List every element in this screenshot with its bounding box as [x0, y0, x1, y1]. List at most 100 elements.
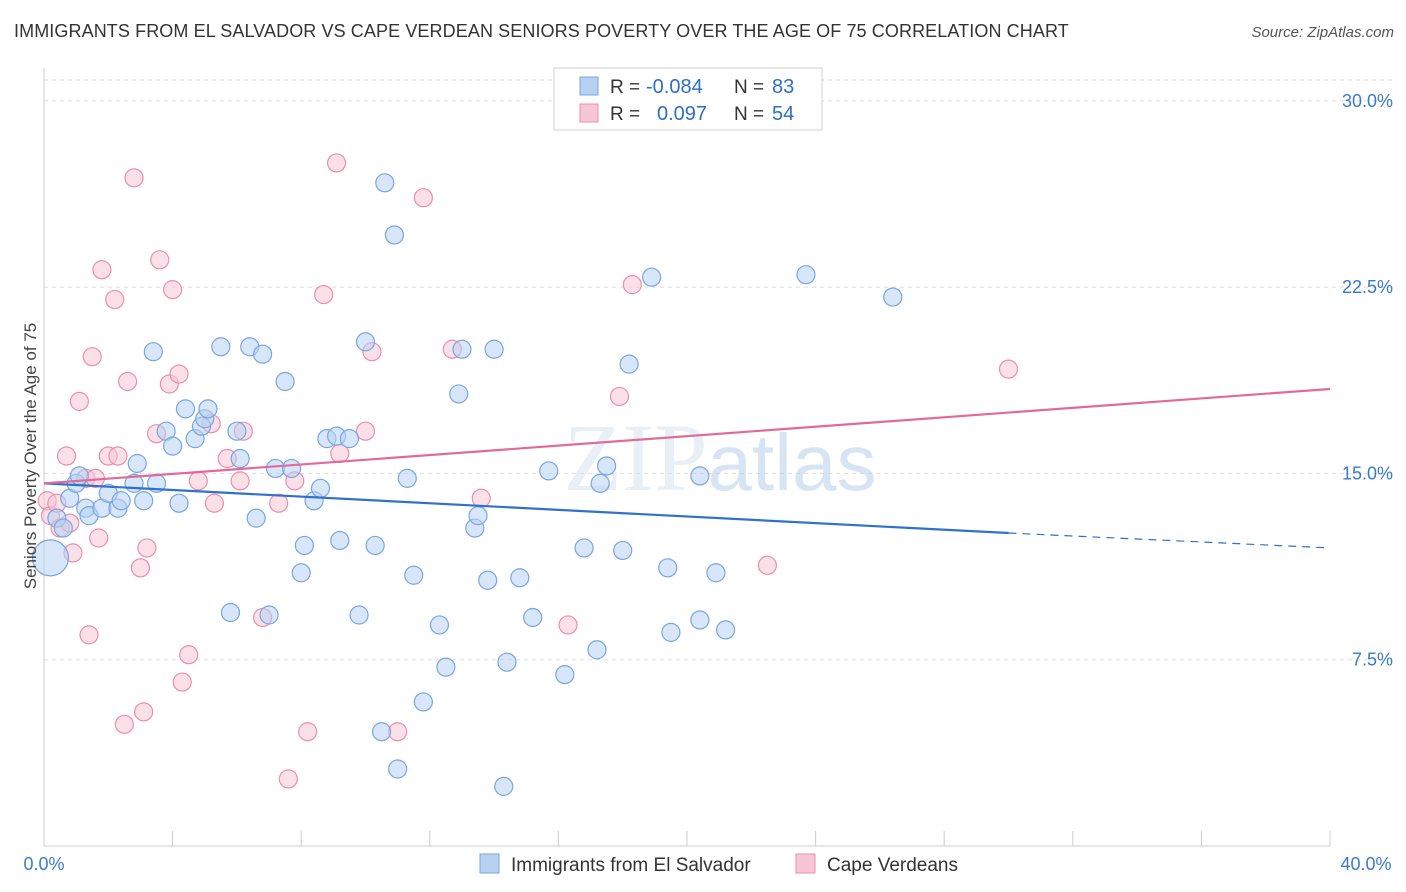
data-point — [558, 615, 578, 635]
data-point — [384, 225, 405, 245]
data-point — [429, 615, 450, 635]
data-point — [269, 493, 289, 513]
data-point — [294, 535, 315, 556]
data-point — [259, 605, 279, 625]
legend-r-value-1: -0.084 — [646, 76, 703, 98]
data-point — [523, 607, 543, 628]
data-point — [388, 722, 408, 742]
data-point — [413, 188, 433, 208]
data-point — [275, 371, 295, 392]
x-tick-marks — [43, 831, 1331, 846]
y-tick-label: 7.5% — [1352, 650, 1393, 670]
data-point — [413, 692, 433, 712]
data-point — [349, 605, 369, 625]
data-point — [757, 555, 777, 575]
data-point — [371, 722, 392, 742]
data-point — [230, 471, 250, 491]
data-point — [478, 570, 498, 590]
legend-n-label-1: N = — [734, 77, 764, 98]
legend-swatch-pink — [579, 103, 599, 123]
y-tick-label: 30.0% — [1342, 91, 1393, 111]
data-point — [175, 399, 196, 419]
y-tick-label: 22.5% — [1342, 277, 1393, 297]
data-point — [117, 371, 138, 392]
data-point — [92, 260, 112, 280]
data-point — [555, 665, 575, 685]
chart-title: IMMIGRANTS FROM EL SALVADOR VS CAPE VERD… — [14, 21, 1069, 41]
data-point — [89, 528, 109, 548]
watermark-zip: ZIP — [564, 404, 708, 511]
data-point — [127, 453, 147, 474]
data-point — [134, 491, 154, 511]
legend-n-label-2: N = — [734, 104, 764, 125]
data-point — [609, 386, 630, 407]
data-point — [642, 267, 662, 287]
data-point — [143, 342, 163, 362]
data-point — [278, 769, 298, 789]
data-point — [484, 339, 504, 359]
bottom-legend-label-blue: Immigrants from El Salvador — [511, 855, 751, 876]
data-point — [265, 458, 286, 479]
data-point — [658, 558, 678, 578]
data-point — [211, 337, 231, 357]
data-point — [114, 714, 134, 734]
bottom-legend-label-pink: Cape Verdeans — [827, 855, 958, 876]
bottom-legend: Immigrants from El Salvador Cape Verdean… — [479, 853, 958, 876]
legend-n-value-1: 83 — [772, 76, 794, 98]
data-point — [690, 466, 710, 486]
data-point — [497, 652, 517, 672]
data-point — [326, 153, 347, 173]
legend-r-label-1: R = — [610, 77, 640, 98]
data-point — [163, 436, 183, 456]
data-point — [619, 354, 639, 374]
x-tick-label-min: 0.0% — [23, 854, 64, 874]
data-point — [134, 702, 154, 722]
data-point — [397, 468, 417, 488]
y-axis-label: Seniors Poverty Over the Age of 75 — [21, 323, 40, 589]
data-point — [169, 493, 189, 513]
data-point — [574, 538, 594, 558]
y-tick-label: 15.0% — [1342, 463, 1393, 483]
data-point — [220, 602, 241, 623]
data-point — [449, 384, 469, 404]
data-point — [388, 759, 408, 779]
data-point — [31, 539, 70, 577]
data-point — [587, 640, 607, 660]
data-point — [310, 478, 331, 498]
data-point — [150, 250, 170, 270]
data-point — [56, 446, 77, 466]
data-point — [998, 359, 1019, 379]
legend-frame — [553, 67, 823, 131]
data-point — [452, 339, 472, 359]
data-point — [124, 168, 144, 188]
data-point — [204, 493, 224, 513]
legend-box: R = -0.084 N = 83 R = 0.097 N = 54 — [553, 67, 823, 131]
data-point — [105, 289, 125, 310]
data-point — [613, 540, 633, 561]
data-point — [69, 391, 89, 411]
data-point — [82, 347, 102, 367]
data-point — [179, 645, 199, 665]
data-point — [355, 421, 376, 441]
data-point — [690, 610, 710, 630]
data-point — [883, 287, 903, 307]
x-tick-label-max: 40.0% — [1340, 854, 1391, 874]
data-point — [230, 448, 250, 469]
data-point — [597, 456, 617, 476]
data-point — [281, 458, 302, 479]
data-point — [590, 473, 610, 493]
source-label: Source: ZipAtlas.com — [1251, 24, 1394, 41]
data-point — [404, 565, 424, 585]
legend-swatch-blue — [579, 76, 599, 96]
data-point — [137, 538, 157, 558]
trend-line-el-salvador-extension — [1008, 532, 1331, 549]
data-point — [108, 446, 128, 466]
data-point — [468, 506, 488, 526]
data-point — [510, 568, 530, 588]
data-point — [111, 491, 131, 511]
data-point — [494, 776, 514, 796]
trend-line-el-salvador — [43, 482, 1009, 535]
legend-r-value-2: 0.097 — [657, 103, 707, 125]
data-point — [796, 265, 816, 285]
bottom-legend-swatch-blue — [479, 853, 500, 874]
